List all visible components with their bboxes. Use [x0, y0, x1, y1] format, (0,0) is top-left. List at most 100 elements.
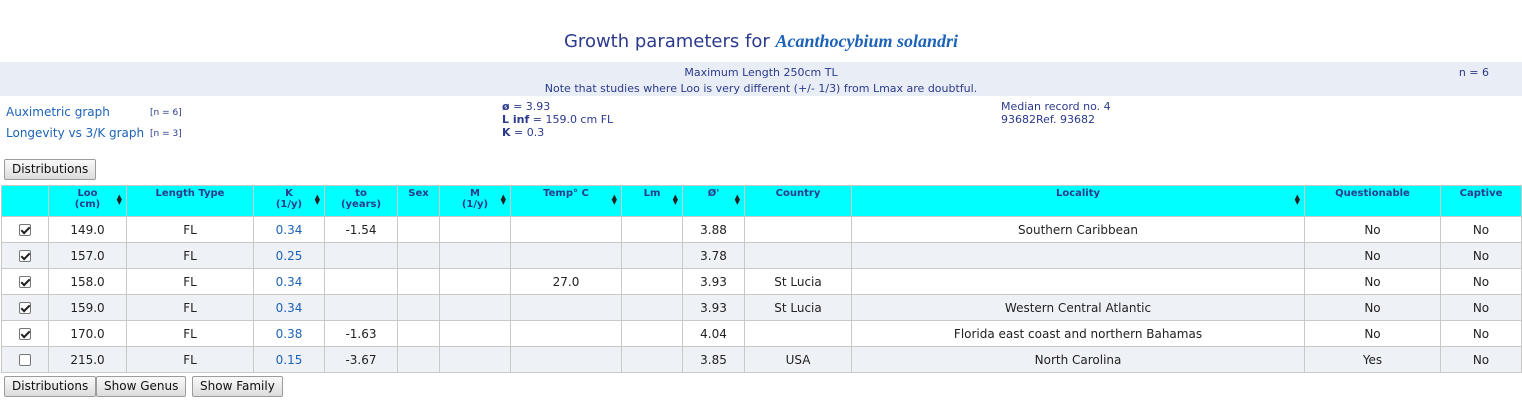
- distributions-button-bottom[interactable]: Distributions: [4, 376, 97, 397]
- cell-loo: 170.0: [48, 320, 127, 347]
- cell-country: USA: [744, 346, 852, 373]
- auximetric-count: [n = 6]: [150, 108, 182, 118]
- header-locality[interactable]: Locality ▲ ▼: [851, 185, 1305, 217]
- table-row: 170.0 FL 0.38 -1.63 4.04 Florida east coast a…: [1, 320, 1522, 347]
- cell-k[interactable]: 0.38: [253, 320, 325, 347]
- median-record: Median record no. 4: [1001, 100, 1111, 113]
- cell-type: FL: [126, 242, 254, 269]
- title-prefix: Growth parameters for: [563, 31, 770, 52]
- table-header-row: Loo (cm) ▲ ▼ Length Type K (1/y) ▲ ▼ to (yea…: [1, 185, 1522, 217]
- cell-to: [324, 294, 398, 321]
- cell-k[interactable]: 0.15: [253, 346, 325, 373]
- cell-m: [439, 346, 511, 373]
- cell-locality: [851, 268, 1305, 295]
- header-phi[interactable]: Ø' ▲ ▼: [682, 185, 745, 217]
- header-questionable-label: Questionable: [1335, 188, 1410, 199]
- cell-loo: 157.0: [48, 242, 127, 269]
- cell-m: [439, 242, 511, 269]
- cell-k[interactable]: 0.34: [253, 294, 325, 321]
- header-k-label: K (1/y): [275, 188, 303, 210]
- header-to-label: to (years): [340, 188, 382, 210]
- cell-k[interactable]: 0.34: [253, 216, 325, 243]
- cell-k[interactable]: 0.25: [253, 242, 325, 269]
- species-name: Acanthocybium solandri: [775, 31, 959, 51]
- distributions-button-top[interactable]: Distributions: [4, 159, 97, 180]
- header-to: to (years): [324, 185, 398, 217]
- cell-locality: North Carolina: [851, 346, 1305, 373]
- header-m[interactable]: M (1/y) ▲ ▼: [439, 185, 511, 217]
- cell-sex: [397, 268, 440, 295]
- row-checkbox[interactable]: [19, 224, 31, 236]
- row-checkbox[interactable]: [19, 302, 31, 314]
- cell-to: -3.67: [324, 346, 398, 373]
- header-length-type-label: Length Type: [155, 188, 225, 199]
- select-cell: [1, 216, 49, 243]
- cell-lm: [621, 320, 683, 347]
- cell-sex: [397, 242, 440, 269]
- longevity-graph-link[interactable]: Longevity vs 3/K graph: [6, 126, 145, 140]
- header-m-label: M (1/y): [461, 188, 489, 210]
- cell-phi: 3.78: [682, 242, 745, 269]
- k-stat: K = 0.3: [502, 126, 544, 139]
- cell-questionable: No: [1304, 320, 1441, 347]
- header-lm[interactable]: Lm ▲ ▼: [621, 185, 683, 217]
- cell-to: [324, 242, 398, 269]
- header-temp[interactable]: Temp° C ▲ ▼: [510, 185, 622, 217]
- cell-temp: [510, 294, 622, 321]
- phi-value: = 3.93: [513, 100, 551, 113]
- row-checkbox[interactable]: [19, 276, 31, 288]
- row-checkbox[interactable]: [19, 354, 31, 366]
- select-cell: [1, 346, 49, 373]
- header-sex: Sex: [397, 185, 440, 217]
- table-row: 159.0 FL 0.34 3.93 St Lucia Western Central A…: [1, 294, 1522, 321]
- table-row: 157.0 FL 0.25 3.78 No No: [1, 242, 1522, 269]
- cell-phi: 4.04: [682, 320, 745, 347]
- cell-country: [744, 216, 852, 243]
- cell-temp: 27.0: [510, 268, 622, 295]
- cell-phi: 3.93: [682, 268, 745, 295]
- cell-sex: [397, 294, 440, 321]
- header-captive: Captive: [1440, 185, 1522, 217]
- cell-temp: [510, 242, 622, 269]
- header-locality-label: Locality: [1055, 188, 1101, 199]
- cell-captive: No: [1440, 268, 1522, 295]
- auximetric-graph-link[interactable]: Auximetric graph: [6, 105, 110, 119]
- header-select: [1, 185, 49, 217]
- header-loo[interactable]: Loo (cm) ▲ ▼: [48, 185, 127, 217]
- header-captive-label: Captive: [1459, 188, 1503, 199]
- cell-locality: [851, 242, 1305, 269]
- header-length-type: Length Type: [126, 185, 254, 217]
- cell-loo: 215.0: [48, 346, 127, 373]
- header-k[interactable]: K (1/y) ▲ ▼: [253, 185, 325, 217]
- cell-phi: 3.93: [682, 294, 745, 321]
- cell-captive: No: [1440, 216, 1522, 243]
- sort-icon: ▲ ▼: [611, 193, 617, 206]
- cell-lm: [621, 294, 683, 321]
- show-genus-button[interactable]: Show Genus: [96, 376, 187, 397]
- cell-lm: [621, 242, 683, 269]
- cell-m: [439, 294, 511, 321]
- cell-sex: [397, 216, 440, 243]
- row-checkbox[interactable]: [19, 328, 31, 340]
- row-checkbox[interactable]: [19, 250, 31, 262]
- cell-temp: [510, 346, 622, 373]
- sort-icon: ▲ ▼: [116, 193, 122, 206]
- cell-country: [744, 242, 852, 269]
- cell-to: -1.63: [324, 320, 398, 347]
- table-row: 158.0 FL 0.34 27.0 3.93 St Lucia No No: [1, 268, 1522, 295]
- select-cell: [1, 242, 49, 269]
- growth-table: Loo (cm) ▲ ▼ Length Type K (1/y) ▲ ▼ to (yea…: [1, 185, 1522, 373]
- cell-to: [324, 268, 398, 295]
- show-family-button[interactable]: Show Family: [192, 376, 283, 397]
- k-label: K: [502, 126, 511, 139]
- cell-locality: Southern Caribbean: [851, 216, 1305, 243]
- header-questionable: Questionable: [1304, 185, 1441, 217]
- record-count: n = 6: [1458, 66, 1489, 79]
- cell-type: FL: [126, 320, 254, 347]
- page-title: Growth parameters for Acanthocybium sola…: [0, 31, 1522, 52]
- header-country-label: Country: [775, 188, 821, 199]
- table-row: 215.0 FL 0.15 -3.67 3.85 USA North Carolina Yes…: [1, 346, 1522, 373]
- phi-stat: ø = 3.93: [502, 100, 550, 113]
- cell-m: [439, 320, 511, 347]
- cell-k[interactable]: 0.34: [253, 268, 325, 295]
